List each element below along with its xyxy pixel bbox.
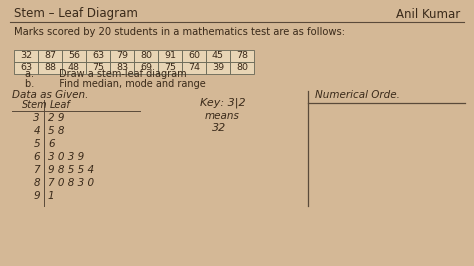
Bar	[62, 50, 86, 62]
Text: Stem – Leaf Diagram: Stem – Leaf Diagram	[14, 7, 138, 20]
Text: 9: 9	[33, 191, 40, 201]
Text: Data as Given.: Data as Given.	[12, 90, 88, 100]
Text: 87: 87	[44, 52, 56, 60]
Bar	[86, 50, 110, 62]
Text: 1: 1	[48, 191, 55, 201]
Text: 45: 45	[212, 52, 224, 60]
Text: 6: 6	[33, 152, 40, 162]
Bar	[206, 62, 230, 74]
Text: 7: 7	[33, 165, 40, 175]
Text: 3 0 3 9: 3 0 3 9	[48, 152, 84, 162]
Text: 63: 63	[92, 52, 104, 60]
Text: Numerical Orde.: Numerical Orde.	[315, 90, 400, 100]
Bar	[110, 50, 134, 62]
Text: 5 8: 5 8	[48, 126, 64, 136]
Text: 79: 79	[116, 52, 128, 60]
Text: 56: 56	[68, 52, 80, 60]
Bar	[182, 50, 206, 62]
Bar	[110, 62, 134, 74]
Text: 4: 4	[33, 126, 40, 136]
Bar	[62, 62, 86, 74]
Bar	[38, 50, 62, 62]
Bar	[38, 62, 62, 74]
Text: 75: 75	[92, 64, 104, 73]
Bar	[230, 62, 254, 74]
Bar	[134, 62, 158, 74]
Text: 63: 63	[20, 64, 32, 73]
Text: 78: 78	[236, 52, 248, 60]
Text: Stem: Stem	[22, 100, 47, 110]
Text: 80: 80	[140, 52, 152, 60]
Text: 8: 8	[33, 178, 40, 188]
Bar	[134, 50, 158, 62]
Text: 69: 69	[140, 64, 152, 73]
Bar	[14, 62, 38, 74]
Bar	[14, 50, 38, 62]
Text: 5: 5	[33, 139, 40, 149]
Bar	[158, 50, 182, 62]
Bar	[206, 50, 230, 62]
Bar	[182, 62, 206, 74]
Text: means: means	[205, 111, 240, 121]
Text: 91: 91	[164, 52, 176, 60]
Text: Leaf: Leaf	[50, 100, 71, 110]
Text: 32: 32	[20, 52, 32, 60]
Text: 6: 6	[48, 139, 55, 149]
Text: Marks scored by 20 students in a mathematics test are as follows:: Marks scored by 20 students in a mathema…	[14, 27, 345, 37]
Text: b.        Find median, mode and range: b. Find median, mode and range	[25, 79, 206, 89]
Text: Anil Kumar: Anil Kumar	[396, 7, 460, 20]
Text: 9 8 5 5 4: 9 8 5 5 4	[48, 165, 94, 175]
Text: 83: 83	[116, 64, 128, 73]
Text: a.        Draw a stem-leaf diagram: a. Draw a stem-leaf diagram	[25, 69, 187, 79]
Text: 2 9: 2 9	[48, 113, 64, 123]
Text: 7 0 8 3 0: 7 0 8 3 0	[48, 178, 94, 188]
Text: 75: 75	[164, 64, 176, 73]
Text: 80: 80	[236, 64, 248, 73]
Text: 39: 39	[212, 64, 224, 73]
Text: Key: 3|2: Key: 3|2	[200, 98, 246, 108]
Text: 74: 74	[188, 64, 200, 73]
Bar	[158, 62, 182, 74]
Bar	[86, 62, 110, 74]
Text: 88: 88	[44, 64, 56, 73]
Text: 32: 32	[212, 123, 226, 133]
Text: 3: 3	[33, 113, 40, 123]
Text: 48: 48	[68, 64, 80, 73]
Bar	[230, 50, 254, 62]
Text: 60: 60	[188, 52, 200, 60]
